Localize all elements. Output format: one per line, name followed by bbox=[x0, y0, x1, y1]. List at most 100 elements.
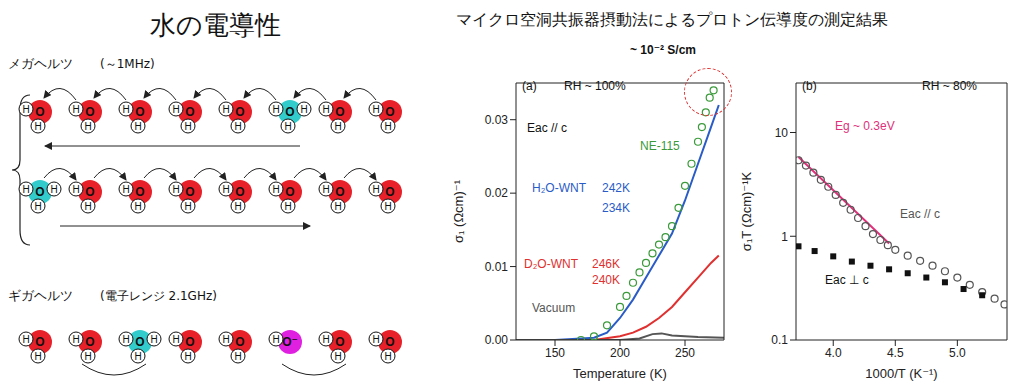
svg-text:H: H bbox=[84, 201, 91, 212]
svg-text:O: O bbox=[235, 185, 244, 199]
svg-text:4.0: 4.0 bbox=[825, 346, 842, 360]
html-text:(a): (a) bbox=[522, 79, 537, 93]
svg-text:H: H bbox=[234, 201, 241, 212]
svg-text:H: H bbox=[184, 201, 191, 212]
svg-text:メガヘルツ: メガヘルツ bbox=[8, 56, 73, 71]
svg-text:(電子レンジ 2.1GHz): (電子レンジ 2.1GHz) bbox=[100, 289, 217, 303]
svg-text:σ₁ (Ωcm)⁻¹: σ₁ (Ωcm)⁻¹ bbox=[452, 179, 466, 243]
svg-text:H: H bbox=[334, 121, 341, 132]
svg-text:Temperature (K): Temperature (K) bbox=[573, 366, 667, 381]
svg-text:O: O bbox=[185, 185, 194, 199]
svg-text:O: O bbox=[185, 105, 194, 119]
html-text:Eac // c: Eac // c bbox=[527, 121, 567, 135]
svg-text:H: H bbox=[372, 184, 379, 195]
svg-text:5.0: 5.0 bbox=[949, 346, 966, 360]
svg-text:0.00: 0.00 bbox=[485, 333, 509, 347]
svg-text:H: H bbox=[172, 334, 179, 345]
svg-text:H: H bbox=[272, 334, 279, 345]
svg-text:O: O bbox=[335, 185, 344, 199]
svg-text:H: H bbox=[222, 104, 229, 115]
svg-text:H: H bbox=[134, 121, 141, 132]
svg-text:0.03: 0.03 bbox=[485, 113, 509, 127]
svg-text:O: O bbox=[385, 105, 394, 119]
svg-text:(～1MHz): (～1MHz) bbox=[100, 57, 155, 71]
svg-text:H: H bbox=[322, 104, 329, 115]
svg-text:10: 10 bbox=[775, 126, 789, 140]
svg-text:O: O bbox=[285, 105, 294, 119]
svg-text:H: H bbox=[72, 334, 79, 345]
svg-text:O: O bbox=[185, 335, 194, 349]
svg-text:H: H bbox=[272, 104, 279, 115]
svg-text:H: H bbox=[134, 351, 141, 362]
svg-text:0.02: 0.02 bbox=[485, 186, 509, 200]
svg-text:O: O bbox=[85, 185, 94, 199]
svg-text:1: 1 bbox=[781, 230, 788, 244]
svg-text:H: H bbox=[122, 334, 129, 345]
svg-text:H: H bbox=[34, 121, 41, 132]
svg-text:H: H bbox=[384, 201, 391, 212]
svg-text:0.01: 0.01 bbox=[485, 260, 509, 274]
svg-text:H: H bbox=[122, 184, 129, 195]
svg-text:O: O bbox=[385, 335, 394, 349]
svg-text:H: H bbox=[134, 201, 141, 212]
svg-text:H: H bbox=[22, 104, 29, 115]
svg-text:O: O bbox=[35, 185, 44, 199]
svg-text:H: H bbox=[322, 334, 329, 345]
svg-text:H: H bbox=[384, 351, 391, 362]
svg-text:O: O bbox=[135, 105, 144, 119]
svg-text:150: 150 bbox=[545, 346, 565, 360]
svg-text:H: H bbox=[372, 334, 379, 345]
svg-text:O: O bbox=[85, 105, 94, 119]
svg-text:O: O bbox=[85, 335, 94, 349]
svg-text:H: H bbox=[334, 351, 341, 362]
svg-text:H: H bbox=[34, 201, 41, 212]
svg-text:0.1: 0.1 bbox=[771, 333, 788, 347]
svg-text:H: H bbox=[150, 334, 157, 345]
svg-text:O: O bbox=[135, 335, 144, 349]
svg-text:H: H bbox=[284, 201, 291, 212]
svg-text:H: H bbox=[184, 351, 191, 362]
svg-text:H: H bbox=[272, 184, 279, 195]
svg-text:H: H bbox=[172, 104, 179, 115]
svg-text:H: H bbox=[284, 121, 291, 132]
svg-text:H: H bbox=[34, 351, 41, 362]
svg-text:250: 250 bbox=[675, 346, 695, 360]
svg-text:O: O bbox=[285, 185, 294, 199]
svg-text:H: H bbox=[222, 334, 229, 345]
svg-text:O: O bbox=[235, 105, 244, 119]
svg-text:O: O bbox=[385, 185, 394, 199]
svg-text:H: H bbox=[384, 121, 391, 132]
svg-text:H: H bbox=[222, 184, 229, 195]
svg-text:ギガヘルツ: ギガヘルツ bbox=[8, 288, 73, 303]
svg-text:H: H bbox=[322, 184, 329, 195]
svg-text:O: O bbox=[235, 335, 244, 349]
svg-text:H: H bbox=[122, 104, 129, 115]
svg-text:H: H bbox=[50, 184, 57, 195]
svg-text:O: O bbox=[135, 185, 144, 199]
svg-text:H: H bbox=[72, 184, 79, 195]
svg-text:H: H bbox=[234, 121, 241, 132]
svg-text:O: O bbox=[335, 335, 344, 349]
svg-text:O⁻: O⁻ bbox=[282, 335, 298, 349]
html-text:RH ~ 100%: RH ~ 100% bbox=[564, 79, 626, 93]
svg-text:σ₁T (Ωcm)⁻¹K: σ₁T (Ωcm)⁻¹K bbox=[740, 172, 754, 252]
svg-text:H: H bbox=[172, 184, 179, 195]
svg-text:O: O bbox=[35, 335, 44, 349]
svg-text:H: H bbox=[334, 201, 341, 212]
svg-text:水の電導性: 水の電導性 bbox=[150, 10, 281, 40]
svg-text:H: H bbox=[22, 184, 29, 195]
svg-text:1000/T (K⁻¹): 1000/T (K⁻¹) bbox=[865, 366, 937, 381]
svg-text:H: H bbox=[234, 351, 241, 362]
svg-text:H: H bbox=[372, 104, 379, 115]
svg-text:H: H bbox=[84, 351, 91, 362]
html-text:マイクロ空洞共振器摂動法によるプロトン伝導度の測定結果: マイクロ空洞共振器摂動法によるプロトン伝導度の測定結果 bbox=[456, 10, 888, 29]
svg-text:O: O bbox=[335, 105, 344, 119]
svg-text:4.5: 4.5 bbox=[887, 346, 904, 360]
svg-text:H: H bbox=[84, 121, 91, 132]
svg-text:H: H bbox=[72, 104, 79, 115]
svg-text:H: H bbox=[300, 104, 307, 115]
svg-text:H: H bbox=[184, 121, 191, 132]
svg-text:O: O bbox=[35, 105, 44, 119]
svg-text:H: H bbox=[22, 334, 29, 345]
svg-text:200: 200 bbox=[610, 346, 630, 360]
